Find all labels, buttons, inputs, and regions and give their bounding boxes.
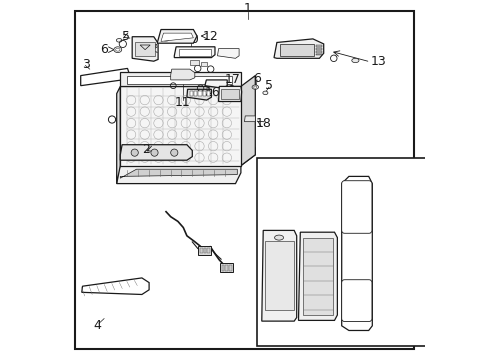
Bar bbox=[200, 62, 206, 66]
Polygon shape bbox=[117, 86, 120, 184]
Polygon shape bbox=[170, 69, 194, 80]
Bar bbox=[203, 248, 206, 253]
Bar bbox=[190, 60, 199, 65]
Text: 15: 15 bbox=[298, 321, 314, 334]
Bar bbox=[316, 54, 322, 55]
Bar bbox=[302, 238, 333, 315]
Circle shape bbox=[131, 149, 138, 156]
Bar bbox=[228, 265, 231, 271]
Ellipse shape bbox=[116, 39, 122, 42]
Polygon shape bbox=[174, 47, 215, 58]
Polygon shape bbox=[132, 37, 158, 61]
Bar bbox=[200, 248, 203, 253]
Text: 8: 8 bbox=[171, 32, 180, 45]
Circle shape bbox=[151, 149, 158, 156]
Polygon shape bbox=[204, 80, 227, 88]
Bar bbox=[220, 89, 238, 99]
Ellipse shape bbox=[162, 37, 169, 41]
Text: 12: 12 bbox=[203, 30, 219, 42]
Text: 11: 11 bbox=[174, 96, 190, 109]
Circle shape bbox=[170, 149, 178, 156]
Text: 6: 6 bbox=[253, 72, 261, 85]
Bar bbox=[135, 42, 155, 56]
Text: 5: 5 bbox=[264, 79, 272, 92]
Bar bbox=[206, 91, 210, 96]
Text: 4: 4 bbox=[93, 319, 101, 332]
Polygon shape bbox=[244, 116, 255, 122]
Bar bbox=[179, 49, 210, 56]
Ellipse shape bbox=[114, 47, 122, 53]
Polygon shape bbox=[273, 39, 323, 58]
Bar bbox=[316, 45, 322, 47]
Text: 16: 16 bbox=[204, 86, 220, 99]
Bar bbox=[220, 263, 232, 272]
Text: 3: 3 bbox=[81, 58, 89, 71]
Ellipse shape bbox=[263, 91, 267, 95]
Polygon shape bbox=[261, 230, 296, 321]
Bar bbox=[198, 91, 201, 96]
Text: 6: 6 bbox=[101, 43, 108, 56]
Bar bbox=[222, 265, 224, 271]
Polygon shape bbox=[218, 86, 241, 102]
Polygon shape bbox=[120, 169, 237, 178]
Ellipse shape bbox=[115, 48, 120, 51]
Text: 18: 18 bbox=[255, 117, 271, 130]
Polygon shape bbox=[117, 166, 241, 184]
Ellipse shape bbox=[253, 86, 256, 88]
Text: 9: 9 bbox=[227, 84, 235, 97]
Text: 5: 5 bbox=[122, 30, 130, 42]
Polygon shape bbox=[241, 76, 255, 166]
Bar bbox=[203, 91, 205, 96]
Bar bbox=[316, 51, 322, 53]
Bar bbox=[257, 158, 488, 346]
Text: 14: 14 bbox=[278, 331, 293, 344]
Polygon shape bbox=[157, 30, 197, 43]
Bar bbox=[189, 91, 193, 96]
Ellipse shape bbox=[251, 85, 258, 89]
Polygon shape bbox=[217, 49, 239, 58]
Bar bbox=[265, 241, 294, 310]
Ellipse shape bbox=[351, 58, 358, 63]
Polygon shape bbox=[120, 148, 255, 166]
Ellipse shape bbox=[274, 235, 283, 240]
Text: 10: 10 bbox=[183, 33, 199, 46]
Text: 13: 13 bbox=[370, 55, 386, 68]
Bar bbox=[316, 48, 322, 50]
Bar bbox=[225, 265, 227, 271]
FancyBboxPatch shape bbox=[341, 280, 371, 321]
Polygon shape bbox=[161, 33, 193, 41]
Text: 2: 2 bbox=[142, 143, 149, 156]
Polygon shape bbox=[186, 89, 211, 100]
Bar bbox=[279, 44, 313, 56]
Bar bbox=[207, 248, 209, 253]
Polygon shape bbox=[120, 145, 192, 160]
Bar bbox=[198, 246, 211, 255]
Bar bbox=[194, 91, 197, 96]
Polygon shape bbox=[298, 232, 337, 320]
FancyBboxPatch shape bbox=[341, 181, 371, 233]
Text: 17: 17 bbox=[224, 73, 241, 86]
Text: 1: 1 bbox=[244, 3, 251, 15]
Bar bbox=[127, 76, 231, 84]
Polygon shape bbox=[120, 72, 241, 86]
Text: 7: 7 bbox=[150, 43, 158, 56]
Polygon shape bbox=[120, 86, 241, 166]
